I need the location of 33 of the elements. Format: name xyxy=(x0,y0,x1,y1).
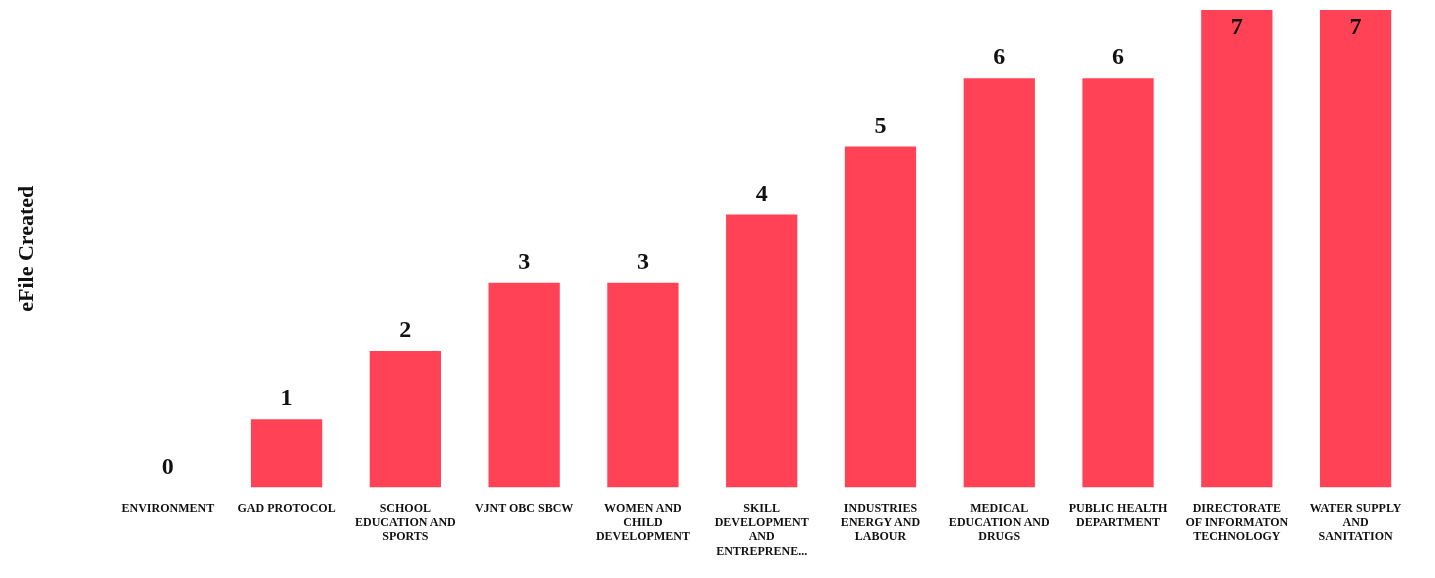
x-tick-label: SKILL DEVELOPMENT AND ENTREPRENE... xyxy=(714,500,809,558)
data-label: 3 xyxy=(636,248,649,274)
data-label: 3 xyxy=(518,248,531,274)
x-tick-label: WOMEN AND CHILD DEVELOPMENT xyxy=(595,500,690,544)
bar xyxy=(488,282,560,488)
bar xyxy=(844,146,917,488)
bar xyxy=(1082,78,1154,488)
bar xyxy=(369,351,441,488)
x-tick-label: WATER SUPPLY AND SANITATION xyxy=(1309,500,1402,544)
x-tick-label: PUBLIC HEALTH DEPARTMENT xyxy=(1068,500,1168,530)
data-label: 2 xyxy=(399,316,412,343)
data-label: 6 xyxy=(993,43,1006,70)
x-tick-label: SCHOOL EDUCATION AND SPORTS xyxy=(354,500,457,544)
y-axis-title: eFile Created xyxy=(12,185,38,312)
x-tick-label: GAD PROTOCOL xyxy=(237,500,336,515)
x-tick-label: INDUSTRIES ENERGY AND LABOUR xyxy=(840,500,921,544)
x-tick-label: MEDICAL EDUCATION AND DRUGS xyxy=(948,500,1050,544)
data-label: 4 xyxy=(755,179,768,206)
bar xyxy=(607,282,679,488)
x-tick-label: VJNT OBC SBCW xyxy=(474,500,574,515)
data-label: 0 xyxy=(161,452,174,479)
data-label: 7 xyxy=(1349,13,1362,40)
data-label: 7 xyxy=(1230,13,1243,40)
bar xyxy=(1319,10,1392,488)
bar xyxy=(963,78,1035,488)
x-tick-label: DIRECTORATE OF INFORMATON TECHNOLOGY xyxy=(1185,500,1289,544)
bar xyxy=(250,419,323,488)
data-label: 6 xyxy=(1112,43,1125,70)
bar xyxy=(1201,10,1273,488)
data-label: 5 xyxy=(874,111,887,138)
bar xyxy=(726,214,798,488)
x-tick-label: ENVIRONMENT xyxy=(121,500,215,515)
data-label: 1 xyxy=(280,384,293,411)
